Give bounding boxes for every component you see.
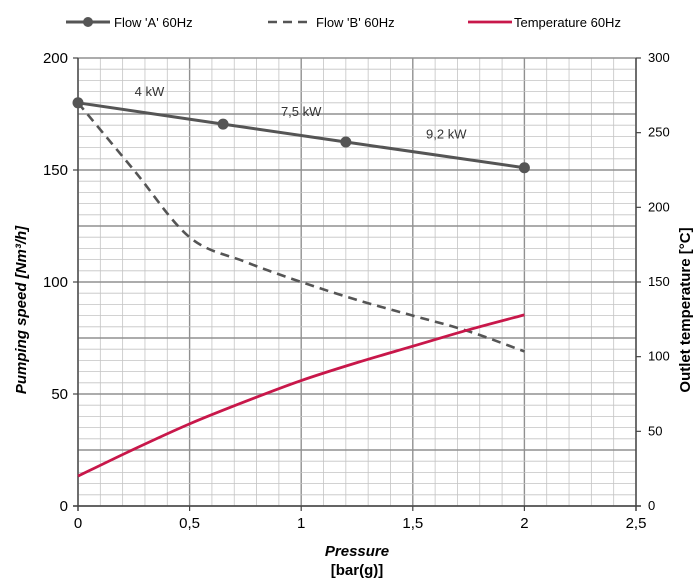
x-tick-label: 1,5 (402, 515, 423, 532)
legend: Flow 'A' 60Hz Flow 'B' 60Hz Temperature 60… (66, 15, 621, 30)
x-tick-label: 0 (74, 515, 82, 532)
y-right-tick-label: 200 (648, 199, 670, 214)
legend-label-flow-b: Flow 'B' 60Hz (316, 15, 395, 30)
power-annotation: 7,5 kW (281, 104, 322, 119)
axes: 0 0,5 1 1,5 2 2,50501001502000501001502002503… (43, 50, 670, 532)
y-right-tick-label: 250 (648, 125, 670, 140)
x-axis-label: Pressure (325, 543, 389, 560)
y-right-tick-label: 50 (648, 423, 662, 438)
x-tick-label: 2 (520, 515, 528, 532)
series-line-flow-b (76, 101, 525, 353)
power-annotation: 9,2 kW (426, 127, 467, 142)
series-point-flow-a (340, 136, 352, 148)
y-tick-label: 100 (43, 274, 68, 291)
y-right-tick-label: 0 (648, 498, 655, 513)
y-tick-label: 0 (60, 498, 68, 515)
annotations: 4 kW 7,5 kW 9,2 kW (135, 84, 468, 142)
series-line-temperature (77, 313, 525, 478)
power-annotation: 4 kW (135, 84, 165, 99)
grid (77, 57, 637, 507)
series-point-flow-a (217, 118, 229, 130)
legend-label-flow-a: Flow 'A' 60Hz (114, 15, 193, 30)
y-tick-label: 200 (43, 50, 68, 67)
y-axis-label: Pumping speed [Nm³/h] (13, 225, 30, 394)
y-right-tick-label: 100 (648, 349, 670, 364)
y-tick-label: 50 (51, 386, 68, 403)
series-point-flow-a (518, 162, 530, 174)
series-point-flow-a (72, 97, 84, 109)
y-right-tick-label: 150 (648, 274, 670, 289)
x-tick-label: 1 (297, 515, 305, 532)
series (72, 97, 530, 478)
axis-labels: Pumping speed [Nm³/h] Outlet temperature… (13, 225, 694, 579)
x-axis-unit: [bar(g)] (331, 562, 384, 579)
y-right-axis-label: Outlet temperature [°C] (677, 227, 694, 392)
x-tick-label: 0,5 (179, 515, 200, 532)
x-tick-label: 2,5 (626, 515, 647, 532)
legend-label-temperature: Temperature 60Hz (514, 15, 621, 30)
y-tick-label: 150 (43, 162, 68, 179)
series-line-flow-a (77, 101, 525, 170)
y-right-tick-label: 300 (648, 50, 670, 65)
legend-marker-flow-a (83, 17, 93, 27)
